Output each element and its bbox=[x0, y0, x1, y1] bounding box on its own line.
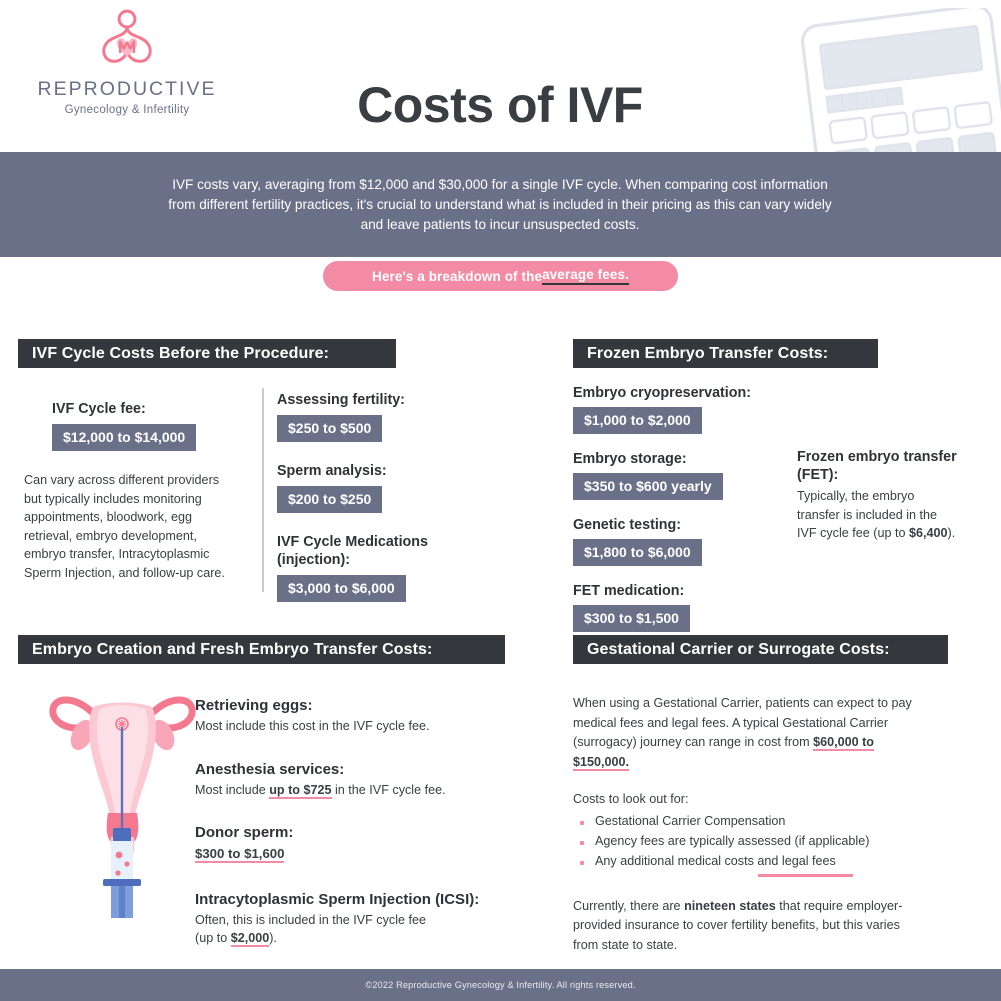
icsi-text-b: ). bbox=[269, 931, 277, 945]
list-item: Gestational Carrier Compensation bbox=[573, 811, 913, 831]
gc-nineteen-states: nineteen states bbox=[684, 898, 776, 913]
brand-tagline: Gynecology & Infertility bbox=[64, 104, 190, 116]
section-heading-frozen-embryo: Frozen Embryo Transfer Costs: bbox=[573, 339, 878, 368]
genetic-testing-price: $1,800 to $6,000 bbox=[573, 539, 702, 566]
embryo-cryopreservation-price: $1,000 to $2,000 bbox=[573, 407, 702, 434]
gc-para1-text: When using a Gestational Carrier, patien… bbox=[573, 696, 912, 749]
list-item: Any additional medical costs and legal f… bbox=[573, 851, 913, 871]
uterus-syringe-illustration bbox=[49, 696, 196, 918]
embryo-creation-items: Retrieving eggs: Most include this cost … bbox=[195, 697, 525, 948]
pill-underlined: average fees. bbox=[542, 267, 629, 285]
section-heading-ivf-cycle: IVF Cycle Costs Before the Procedure: bbox=[18, 339, 396, 368]
ivf-cycle-fee-block: IVF Cycle fee: $12,000 to $14,000 Can va… bbox=[24, 400, 254, 582]
retrieving-eggs-text: Most include this cost in the IVF cycle … bbox=[195, 717, 525, 736]
breakdown-pill: Here's a breakdown of the average fees. bbox=[323, 261, 678, 291]
fet-medication-label: FET medication: bbox=[573, 583, 685, 599]
list-item: Genetic testing: $1,800 to $6,000 bbox=[573, 516, 773, 566]
gestational-carrier-para1: When using a Gestational Carrier, patien… bbox=[573, 694, 913, 772]
ivf-medications-price: $3,000 to $6,000 bbox=[277, 575, 406, 602]
copyright-text: ©2022 Reproductive Gynecology & Infertil… bbox=[365, 980, 636, 990]
donor-sperm-highlight: $300 to $1,600 bbox=[195, 846, 285, 863]
footer: ©2022 Reproductive Gynecology & Infertil… bbox=[0, 969, 1001, 1001]
reproductive-logo-icon bbox=[102, 9, 152, 63]
gc-para2-text-b: that require employer-provided insurance… bbox=[573, 898, 903, 952]
costs-bullet-list: Gestational Carrier Compensation Agency … bbox=[573, 811, 913, 871]
retrieving-eggs-text-a: Most include this cost in the IVF cycle … bbox=[195, 719, 430, 733]
list-item: Anesthesia services: Most include up to … bbox=[195, 761, 525, 800]
list-item: Intracytoplasmic Sperm Injection (ICSI):… bbox=[195, 891, 525, 948]
list-item: Embryo storage: $350 to $600 yearly bbox=[573, 450, 773, 500]
sperm-analysis-price: $200 to $250 bbox=[277, 486, 383, 513]
anesthesia-highlight: up to $725 bbox=[269, 782, 332, 799]
donor-sperm-text: $300 to $1,600 bbox=[195, 845, 525, 864]
list-item: Sperm analysis: $200 to $250 bbox=[277, 462, 517, 513]
fet-medication-price: $300 to $1,500 bbox=[573, 605, 690, 632]
fet-side-text-a: Typically, the embryo transfer is includ… bbox=[797, 489, 938, 540]
list-item: Donor sperm: $300 to $1,600 bbox=[195, 824, 525, 864]
brand-logo: REPRODUCTIVE Gynecology & Infertility bbox=[22, 8, 232, 116]
ivf-cycle-fee-note: Can vary across different providers but … bbox=[24, 473, 225, 580]
list-item: Assessing fertility: $250 to $500 bbox=[277, 391, 517, 442]
embryo-cryopreservation-label: Embryo cryopreservation: bbox=[573, 385, 751, 401]
list-item: IVF Cycle Medications (injection): $3,00… bbox=[277, 533, 517, 602]
fet-side-label: Frozen embryo transfer (FET): bbox=[797, 449, 957, 483]
brand-name: REPRODUCTIVE bbox=[37, 78, 217, 100]
costs-list-intro: Costs to look out for: bbox=[573, 792, 689, 806]
fet-side-amount: $6,400 bbox=[909, 526, 948, 540]
sperm-analysis-label: Sperm analysis: bbox=[277, 463, 387, 479]
intro-band: IVF costs vary, averaging from $12,000 a… bbox=[0, 152, 1001, 257]
icsi-text: Often, this is included in the IVF cycle… bbox=[195, 911, 430, 948]
anesthesia-text: Most include up to $725 in the IVF cycle… bbox=[195, 781, 525, 800]
calculator-icon bbox=[800, 8, 1001, 152]
ivf-medications-label: IVF Cycle Medications (injection): bbox=[277, 534, 428, 568]
gc-cost-range: $60,000 to $150,000. bbox=[573, 735, 875, 771]
gestational-carrier-block: When using a Gestational Carrier, patien… bbox=[573, 694, 913, 955]
list-item: FET medication: $300 to $1,500 bbox=[573, 582, 773, 632]
fet-side-note: Frozen embryo transfer (FET): Typically,… bbox=[797, 448, 957, 543]
anesthesia-text-b: in the IVF cycle fee. bbox=[331, 782, 446, 797]
gc-para2-text-a: Currently, there are bbox=[573, 898, 685, 913]
ivf-cycle-fee-price: $12,000 to $14,000 bbox=[52, 424, 197, 451]
genetic-testing-label: Genetic testing: bbox=[573, 517, 682, 533]
assessing-fertility-label: Assessing fertility: bbox=[277, 392, 405, 408]
ivf-cycle-right-items: Assessing fertility: $250 to $500 Sperm … bbox=[277, 391, 517, 602]
embryo-storage-label: Embryo storage: bbox=[573, 451, 687, 467]
page-title: Costs of IVF bbox=[357, 77, 643, 133]
retrieving-eggs-label: Retrieving eggs: bbox=[195, 697, 313, 714]
donor-sperm-label: Donor sperm: bbox=[195, 824, 294, 841]
ivf-cycle-fee-label: IVF Cycle fee: bbox=[52, 401, 146, 417]
section-heading-embryo-creation: Embryo Creation and Fresh Embryo Transfe… bbox=[18, 635, 505, 664]
assessing-fertility-price: $250 to $500 bbox=[277, 415, 383, 442]
icsi-text-a: Often, this is included in the IVF cycle… bbox=[195, 912, 426, 946]
list-item: Retrieving eggs: Most include this cost … bbox=[195, 697, 525, 736]
anesthesia-text-a: Most include bbox=[195, 782, 270, 797]
header: REPRODUCTIVE Gynecology & Infertility Co… bbox=[0, 0, 1001, 152]
fet-side-text-b: ). bbox=[947, 526, 956, 540]
pink-divider-line bbox=[758, 874, 853, 877]
list-item: Embryo cryopreservation: $1,000 to $2,00… bbox=[573, 384, 773, 434]
gestational-carrier-para2: Currently, there are nineteen states tha… bbox=[573, 897, 908, 956]
icsi-label: Intracytoplasmic Sperm Injection (ICSI): bbox=[195, 890, 480, 908]
frozen-embryo-items: Embryo cryopreservation: $1,000 to $2,00… bbox=[573, 384, 773, 632]
pill-prefix: Here's a breakdown of the bbox=[372, 268, 543, 284]
section-heading-gestational-carrier: Gestational Carrier or Surrogate Costs: bbox=[573, 635, 948, 664]
anesthesia-label: Anesthesia services: bbox=[195, 760, 345, 778]
list-item: Agency fees are typically assessed (if a… bbox=[573, 831, 913, 851]
intro-text: IVF costs vary, averaging from $12,000 a… bbox=[168, 177, 832, 232]
fet-side-text: Typically, the embryo transfer is includ… bbox=[797, 487, 957, 543]
embryo-storage-price: $350 to $600 yearly bbox=[573, 473, 723, 500]
column-divider bbox=[262, 388, 264, 592]
icsi-highlight: $2,000 bbox=[230, 931, 270, 947]
